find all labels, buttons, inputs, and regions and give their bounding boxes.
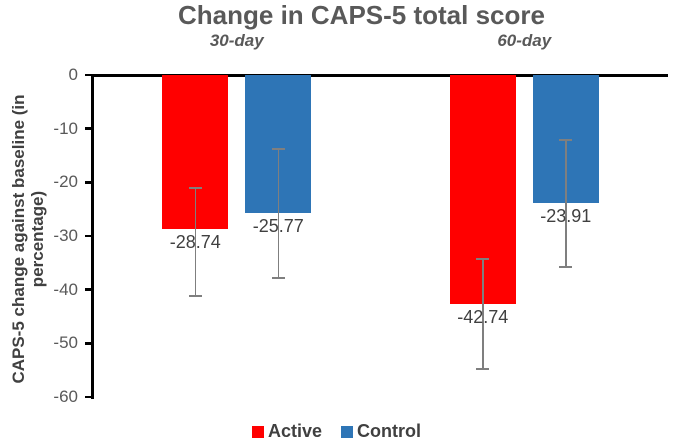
y-tick-label: -20 (53, 172, 78, 192)
y-tick-mark (85, 234, 91, 238)
y-tick-mark (85, 395, 91, 399)
error-bar-active-30-day (194, 188, 196, 297)
y-tick-label: -30 (53, 226, 78, 245)
legend-label: Control (357, 421, 421, 441)
error-bar-cap-bottom-control-30-day (271, 277, 285, 280)
category-label-60-day: 60-day (497, 31, 552, 50)
chart-title: Change in CAPS-5 total score (178, 0, 545, 30)
y-tick-label: -60 (53, 387, 78, 406)
active-swatch-icon (251, 425, 264, 438)
error-bar-cap-top-control-60-day (559, 138, 573, 141)
zero-baseline (93, 73, 668, 77)
y-tick-mark (85, 127, 91, 130)
legend-item-control: Control (341, 421, 421, 441)
y-tick-mark (85, 288, 91, 291)
y-tick-label: -10 (53, 118, 78, 138)
y-tick-label: -50 (53, 333, 78, 353)
error-bar-control-60-day (565, 139, 567, 267)
error-bar-cap-top-control-30-day (271, 148, 285, 151)
error-bar-control-30-day (277, 149, 279, 279)
error-bar-cap-bottom-active-30-day (188, 295, 202, 298)
y-tick-label: 0 (68, 65, 78, 84)
error-bar-cap-top-active-30-day (188, 187, 202, 190)
y-tick-mark (85, 181, 91, 184)
data-label-control-30-day: -25.77 (252, 216, 304, 237)
category-label-30-day: 30-day (209, 31, 264, 50)
y-tick-mark (85, 342, 91, 345)
data-label-active-60-day: -42.74 (457, 307, 509, 328)
error-bar-cap-bottom-control-60-day (559, 265, 573, 268)
legend-label: Active (267, 421, 323, 441)
error-bar-cap-bottom-active-60-day (476, 367, 490, 370)
y-axis-line (90, 73, 94, 399)
error-bar-active-60-day (482, 258, 484, 369)
data-label-active-30-day: -28.74 (169, 232, 221, 253)
y-tick-mark (85, 73, 91, 77)
legend: Active Control (0, 421, 673, 441)
control-swatch-icon (341, 425, 354, 438)
data-label-control-60-day: -23.91 (540, 206, 592, 227)
y-tick-label: -40 (53, 279, 78, 299)
legend-item-active: Active (251, 421, 323, 441)
error-bar-cap-top-active-60-day (476, 257, 490, 260)
